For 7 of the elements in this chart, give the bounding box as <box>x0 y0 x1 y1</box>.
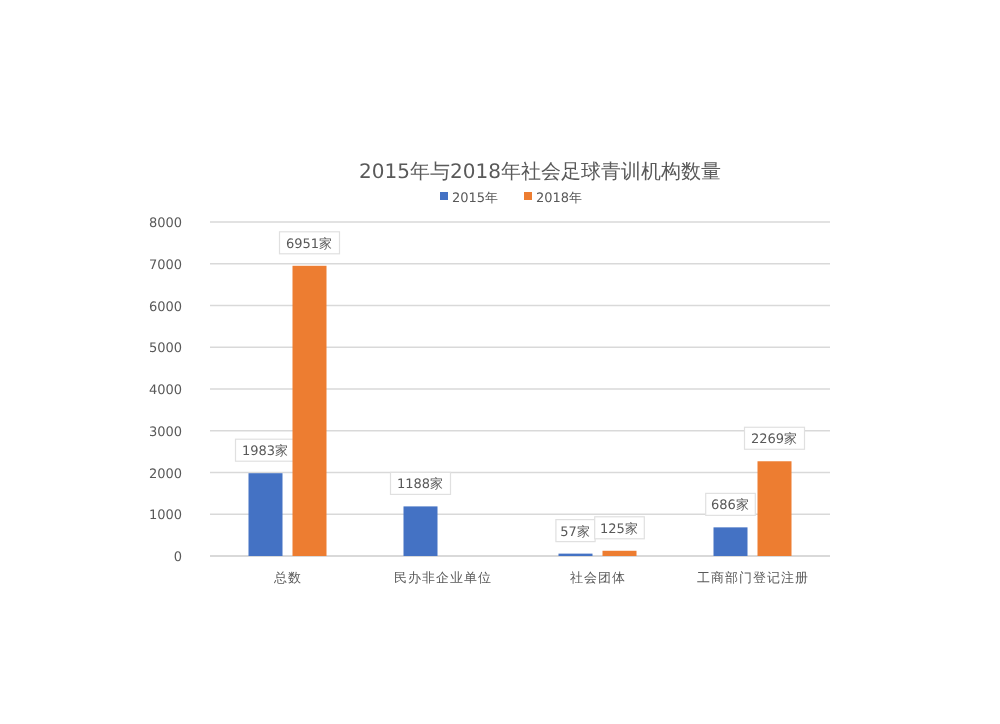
bar <box>403 506 438 556</box>
bar <box>292 265 327 556</box>
bar <box>757 461 792 556</box>
title: 2015年与2018年社会足球青训机构数量 <box>359 162 721 184</box>
bar <box>602 550 637 556</box>
bar <box>248 473 283 556</box>
bar <box>713 527 748 556</box>
